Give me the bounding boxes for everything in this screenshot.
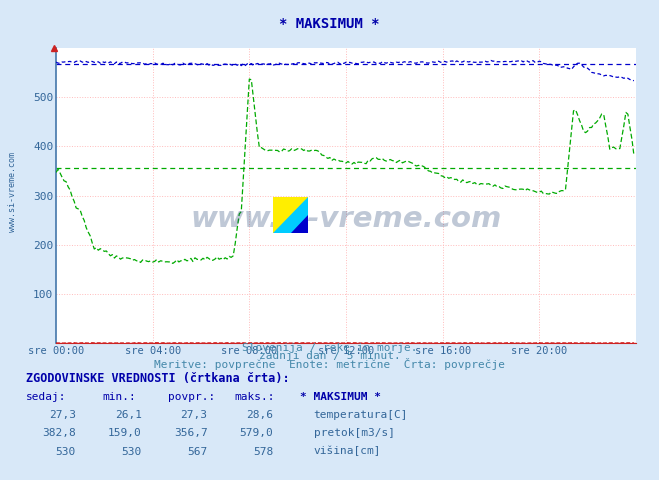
- Text: * MAKSIMUM *: * MAKSIMUM *: [279, 17, 380, 31]
- Text: 382,8: 382,8: [42, 428, 76, 438]
- Text: povpr.:: povpr.:: [168, 392, 215, 402]
- Text: 159,0: 159,0: [108, 428, 142, 438]
- Polygon shape: [273, 197, 308, 233]
- Text: temperatura[C]: temperatura[C]: [314, 410, 408, 420]
- Polygon shape: [291, 215, 308, 233]
- Text: ZGODOVINSKE VREDNOSTI (črtkana črta):: ZGODOVINSKE VREDNOSTI (črtkana črta):: [26, 372, 290, 384]
- Text: 579,0: 579,0: [240, 428, 273, 438]
- Text: višina[cm]: višina[cm]: [314, 446, 381, 456]
- Text: 356,7: 356,7: [174, 428, 208, 438]
- Text: Meritve: povprečne  Enote: metrične  Črta: povprečje: Meritve: povprečne Enote: metrične Črta:…: [154, 358, 505, 370]
- Text: Slovenija / reke in morje.: Slovenija / reke in morje.: [242, 343, 417, 353]
- Text: 28,6: 28,6: [246, 410, 273, 420]
- Text: www.si-vreme.com: www.si-vreme.com: [8, 152, 17, 232]
- Text: 27,3: 27,3: [49, 410, 76, 420]
- Text: 530: 530: [121, 446, 142, 456]
- Text: www.si-vreme.com: www.si-vreme.com: [190, 205, 501, 233]
- Text: min.:: min.:: [102, 392, 136, 402]
- Text: 530: 530: [55, 446, 76, 456]
- Text: 567: 567: [187, 446, 208, 456]
- Text: 26,1: 26,1: [115, 410, 142, 420]
- Text: pretok[m3/s]: pretok[m3/s]: [314, 428, 395, 438]
- Polygon shape: [273, 197, 308, 233]
- Text: * MAKSIMUM *: * MAKSIMUM *: [300, 392, 381, 402]
- Text: 578: 578: [253, 446, 273, 456]
- Text: zadnji dan / 5 minut.: zadnji dan / 5 minut.: [258, 351, 401, 361]
- Text: 27,3: 27,3: [181, 410, 208, 420]
- Text: sedaj:: sedaj:: [26, 392, 67, 402]
- Text: maks.:: maks.:: [234, 392, 274, 402]
